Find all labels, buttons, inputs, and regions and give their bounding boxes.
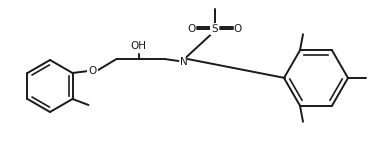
Text: O: O [187,24,196,34]
Text: OH: OH [130,41,147,51]
Text: N: N [180,57,187,67]
Text: S: S [211,24,218,34]
Text: O: O [88,66,97,76]
Text: O: O [234,24,242,34]
